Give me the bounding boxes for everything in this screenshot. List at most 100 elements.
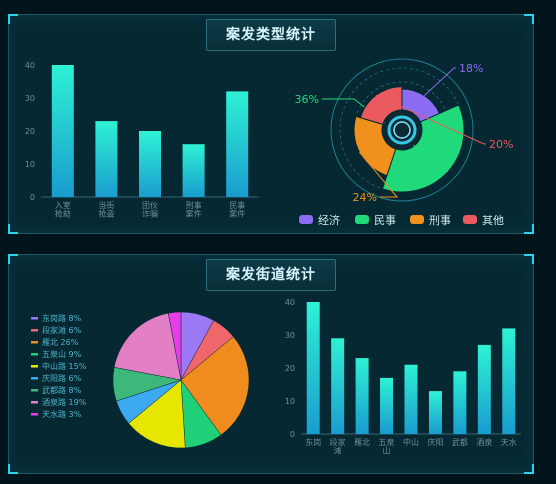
percent-label: 24% [353,191,377,204]
rose-slice [359,86,403,125]
x-tick-label: 雁北 [354,438,370,447]
street-panel: 案发街道统计 东岗路 8% 段家滩 6% 雁北 26% 五泉山 9% 中山路 15% 庆阳… [8,254,534,474]
bar [331,338,345,434]
bar [453,371,467,434]
label-leader [359,151,399,198]
x-tick-label: 滩 [334,446,342,456]
y-tick-label: 0 [30,193,35,202]
x-tick-label: 段家 [330,437,346,447]
pie-slice [113,312,182,381]
bar [182,144,205,197]
panel-corner [8,224,18,234]
legend-label: 经济 [318,213,340,227]
label-leader [424,67,456,97]
y-tick-label: 40 [25,61,35,70]
panel-title: 案发街道统计 [206,259,336,291]
label-leader [375,94,486,145]
x-tick-label: 案件 [229,209,245,219]
percent-label: 20% [489,138,513,151]
x-tick-label: 中山 [403,437,419,447]
bar [477,344,491,434]
bar [355,358,369,434]
bar [139,131,161,197]
legend-label: 酒泉路 19% [42,397,87,407]
y-tick-label: 10 [285,397,295,406]
bar [306,302,320,434]
x-tick-label: 天水 [501,437,517,447]
bar [51,65,74,197]
x-tick-label: 庆阳 [427,437,443,447]
panel-corner [8,254,18,264]
legend-swatch [31,413,38,416]
pie-slice [180,336,250,436]
legend-label: 其他 [482,214,504,227]
case-type-panel: 案发类型统计 0 10 20 30 40 入室 抢劫 当街 抢盗 团伙 诈骗 刑事 案件 民事 案件 18%… [8,14,534,234]
legend-swatch [31,389,38,392]
y-tick-label: 40 [285,298,295,307]
bar [380,377,394,434]
legend-swatch [410,215,424,224]
panel-corner [524,464,534,474]
legend-swatch [31,365,38,368]
x-tick-label: 刑事 [186,200,202,210]
legend-label: 段家滩 6% [42,325,82,335]
panel-corner [8,14,18,24]
x-tick-label: 案件 [186,209,202,219]
panel-corner [524,254,534,264]
bar [428,391,442,434]
center-ring [393,121,411,139]
legend-label: 五泉山 9% [42,349,82,359]
legend-label: 天水路 3% [42,409,82,419]
x-tick-label: 东岗 [305,437,321,447]
x-tick-label: 诈骗 [142,209,158,219]
x-tick-label: 武都 [452,437,468,447]
panel-corner [524,14,534,24]
legend-swatch [31,317,38,320]
bar [502,328,516,434]
y-tick-label: 0 [290,430,295,439]
pie-slice [128,379,186,449]
legend-label: 中山路 15% [42,361,87,371]
panel-corner [8,464,18,474]
legend-label: 刑事 [429,214,451,227]
y-tick-label: 10 [25,160,35,169]
bar [95,121,118,197]
street-pie-chart: 东岗路 8% 段家滩 6% 雁北 26% 五泉山 9% 中山路 15% 庆阳路 6% 武都路… [31,311,250,449]
x-tick-label: 民事 [229,200,245,210]
panel-title: 案发类型统计 [206,19,336,51]
y-tick-label: 20 [25,127,35,136]
x-tick-label: 抢盗 [98,209,114,219]
legend-swatch [355,215,369,224]
x-tick-label: 入室 [55,200,71,210]
legend-swatch [31,377,38,380]
rose-slice [381,104,465,193]
bar [226,91,249,197]
x-tick-label: 抢劫 [55,209,71,219]
legend-label: 武都路 8% [42,385,82,395]
pie-slice [167,311,182,381]
street-bar-chart: 0 10 20 30 40 东岗 段家滩 雁北 五泉山 中山 庆阳 武都 酒泉 天水 [285,298,521,456]
legend-swatch [31,329,38,332]
legend-swatch [299,215,313,224]
legend-label: 庆阳路 6% [42,373,82,383]
center-ring [387,115,417,145]
bar [404,364,418,434]
y-tick-label: 30 [25,94,35,103]
y-tick-label: 20 [285,364,295,373]
percent-label: 36% [295,93,319,106]
label-leader [322,98,449,173]
legend-swatch [31,341,38,344]
x-tick-label: 五泉 [379,437,395,447]
y-tick-label: 30 [285,331,295,340]
legend-label: 东岗路 8% [42,313,82,323]
panel-corner [524,224,534,234]
legend-label: 民事 [374,214,396,227]
case-type-rose-chart: 18% 36% 24% 20% 经济 民事 刑事 其他 [295,58,513,227]
percent-label: 18% [459,62,483,75]
legend-label: 雁北 26% [42,338,79,347]
x-tick-label: 山 [383,446,391,456]
outer-ring [330,58,474,202]
legend-swatch [463,215,477,224]
legend-swatch [31,401,38,404]
